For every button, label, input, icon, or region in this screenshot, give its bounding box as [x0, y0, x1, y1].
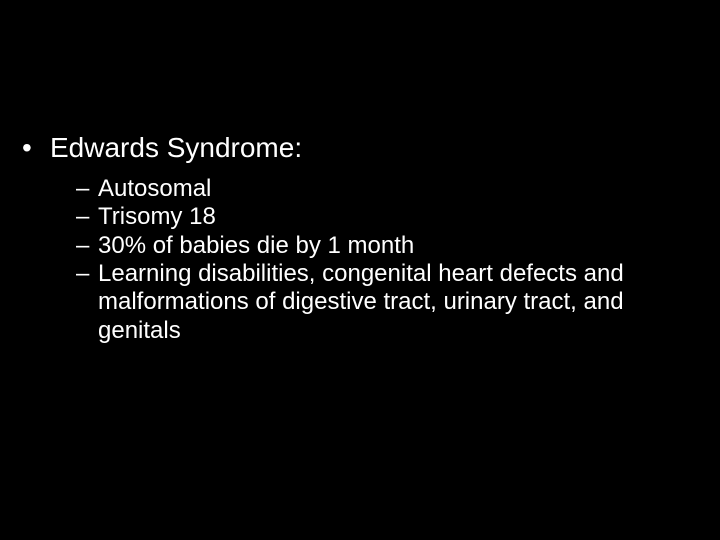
list-item: – Trisomy 18 [76, 203, 682, 231]
bullet-list-level-1: • Edwards Syndrome: – Autosomal – Trisom… [22, 130, 682, 345]
slide-content: • Edwards Syndrome: – Autosomal – Trisom… [22, 130, 682, 345]
list-item-text: 30% of babies die by 1 month [98, 232, 682, 260]
list-item-text: Edwards Syndrome: [50, 130, 682, 165]
list-item-text: Trisomy 18 [98, 203, 682, 231]
bullet-dash-icon: – [76, 175, 89, 203]
list-item-text: Autosomal [98, 175, 682, 203]
list-item-text: Learning disabilities, congenital heart … [98, 260, 682, 345]
bullet-dot-icon: • [22, 130, 32, 165]
list-item: – 30% of babies die by 1 month [76, 232, 682, 260]
list-item: • Edwards Syndrome: – Autosomal – Trisom… [22, 130, 682, 345]
list-item: – Autosomal [76, 175, 682, 203]
bullet-list-level-2: – Autosomal – Trisomy 18 – 30% of babies… [50, 175, 682, 345]
bullet-dash-icon: – [76, 260, 89, 288]
bullet-dash-icon: – [76, 232, 89, 260]
bullet-dash-icon: – [76, 203, 89, 231]
list-item: – Learning disabilities, congenital hear… [76, 260, 682, 345]
slide: • Edwards Syndrome: – Autosomal – Trisom… [0, 0, 720, 540]
